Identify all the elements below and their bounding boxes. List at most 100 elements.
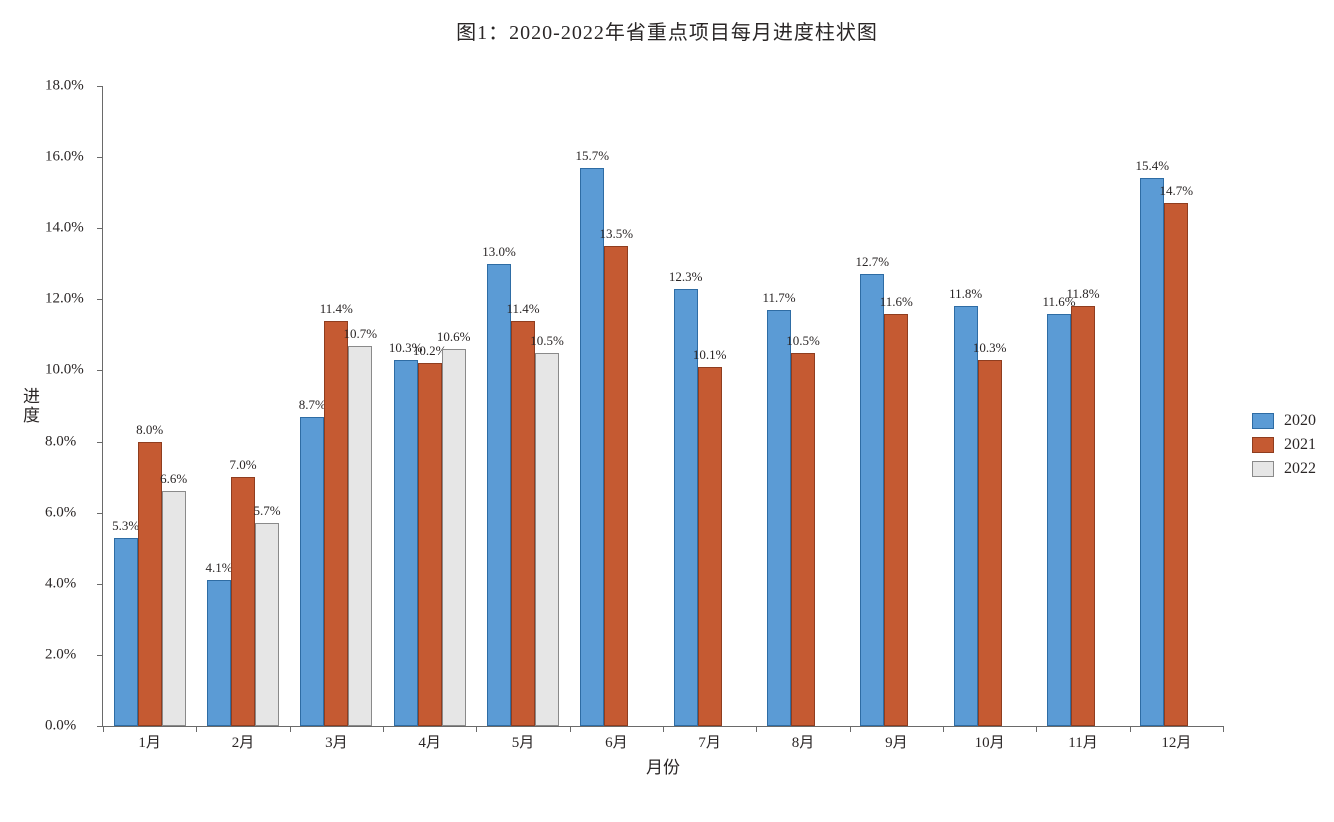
bar-2022-3月 bbox=[348, 346, 372, 726]
y-tick-label: 0.0% bbox=[45, 718, 76, 735]
x-tick bbox=[570, 726, 571, 732]
bar-2021-3月 bbox=[324, 321, 348, 726]
bar-label: 11.6% bbox=[880, 294, 913, 310]
y-tick bbox=[97, 228, 103, 229]
x-tick-label: 5月 bbox=[512, 731, 535, 752]
bar-label: 10.3% bbox=[973, 340, 1007, 356]
bar-label: 10.6% bbox=[437, 329, 471, 345]
bar-label: 11.7% bbox=[762, 290, 795, 306]
bar-2021-8月 bbox=[791, 353, 815, 726]
plot-area: 月份 进度 0.0%2.0%4.0%6.0%8.0%10.0%12.0%14.0… bbox=[102, 86, 1223, 727]
x-tick bbox=[756, 726, 757, 732]
x-tick-label: 8月 bbox=[792, 731, 815, 752]
bar-2020-11月 bbox=[1047, 314, 1071, 726]
bar-2020-2月 bbox=[207, 580, 231, 726]
x-tick bbox=[850, 726, 851, 732]
y-tick-label: 8.0% bbox=[45, 433, 76, 450]
x-tick bbox=[290, 726, 291, 732]
x-axis-title: 月份 bbox=[646, 753, 680, 778]
bar-2021-11月 bbox=[1071, 306, 1095, 726]
bar-2020-10月 bbox=[954, 306, 978, 726]
legend-item-2020: 2020 bbox=[1252, 412, 1316, 430]
y-tick bbox=[97, 86, 103, 87]
y-tick bbox=[97, 442, 103, 443]
bar-label: 8.7% bbox=[299, 397, 326, 413]
bar-label: 15.7% bbox=[576, 148, 610, 164]
bar-label: 8.0% bbox=[136, 422, 163, 438]
bar-2021-10月 bbox=[978, 360, 1002, 726]
legend-swatch bbox=[1252, 461, 1274, 477]
bar-2022-4月 bbox=[442, 349, 466, 726]
x-tick-label: 6月 bbox=[605, 731, 628, 752]
x-tick bbox=[196, 726, 197, 732]
y-tick-label: 4.0% bbox=[45, 575, 76, 592]
bar-label: 13.5% bbox=[600, 226, 634, 242]
bar-label: 5.7% bbox=[253, 503, 280, 519]
bar-2020-1月 bbox=[114, 538, 138, 726]
x-tick bbox=[663, 726, 664, 732]
bar-label: 10.7% bbox=[344, 326, 378, 342]
y-tick bbox=[97, 157, 103, 158]
bar-2022-1月 bbox=[162, 491, 186, 726]
x-tick bbox=[1036, 726, 1037, 732]
x-tick-label: 12月 bbox=[1161, 731, 1191, 752]
x-tick-label: 3月 bbox=[325, 731, 348, 752]
y-tick bbox=[97, 513, 103, 514]
bar-label: 11.8% bbox=[949, 286, 982, 302]
x-tick bbox=[1223, 726, 1224, 732]
y-tick-label: 12.0% bbox=[45, 291, 84, 308]
bar-label: 11.4% bbox=[320, 301, 353, 317]
legend: 2020 2021 2022 bbox=[1252, 406, 1316, 484]
x-tick-label: 1月 bbox=[138, 731, 161, 752]
y-tick-label: 2.0% bbox=[45, 646, 76, 663]
x-tick bbox=[943, 726, 944, 732]
bar-2021-12月 bbox=[1164, 203, 1188, 726]
bar-label: 7.0% bbox=[229, 457, 256, 473]
bar-2020-5月 bbox=[487, 264, 511, 726]
x-tick-label: 7月 bbox=[698, 731, 721, 752]
legend-swatch bbox=[1252, 413, 1274, 429]
y-tick-label: 18.0% bbox=[45, 78, 84, 95]
bar-2021-7月 bbox=[698, 367, 722, 726]
bar-label: 15.4% bbox=[1136, 158, 1170, 174]
x-tick-label: 4月 bbox=[418, 731, 441, 752]
bar-2021-5月 bbox=[511, 321, 535, 726]
legend-item-2021: 2021 bbox=[1252, 436, 1316, 454]
bar-2022-2月 bbox=[255, 523, 279, 726]
bar-label: 12.3% bbox=[669, 269, 703, 285]
y-axis-title: 进度 bbox=[17, 387, 42, 425]
bar-2020-6月 bbox=[580, 168, 604, 726]
legend-label: 2020 bbox=[1284, 412, 1316, 430]
y-tick-label: 14.0% bbox=[45, 220, 84, 237]
x-tick-label: 10月 bbox=[975, 731, 1005, 752]
legend-item-2022: 2022 bbox=[1252, 460, 1316, 478]
bar-label: 11.8% bbox=[1066, 286, 1099, 302]
chart-title: 图1：2020-2022年省重点项目每月进度柱状图 bbox=[0, 16, 1334, 45]
bar-2022-5月 bbox=[535, 353, 559, 726]
bar-2021-4月 bbox=[418, 363, 442, 726]
bar-2020-9月 bbox=[860, 274, 884, 726]
bar-2021-1月 bbox=[138, 442, 162, 726]
bar-label: 12.7% bbox=[856, 254, 890, 270]
bar-label: 4.1% bbox=[205, 560, 232, 576]
x-tick-label: 11月 bbox=[1068, 731, 1097, 752]
y-tick-label: 10.0% bbox=[45, 362, 84, 379]
chart-root: 图1：2020-2022年省重点项目每月进度柱状图 月份 进度 0.0%2.0%… bbox=[0, 0, 1334, 822]
bar-label: 6.6% bbox=[160, 471, 187, 487]
x-tick-label: 2月 bbox=[232, 731, 255, 752]
x-tick-label: 9月 bbox=[885, 731, 908, 752]
bar-2020-8月 bbox=[767, 310, 791, 726]
bar-2021-6月 bbox=[604, 246, 628, 726]
bar-2020-4月 bbox=[394, 360, 418, 726]
bar-label: 11.4% bbox=[506, 301, 539, 317]
x-tick bbox=[103, 726, 104, 732]
x-tick bbox=[1130, 726, 1131, 732]
bar-2021-2月 bbox=[231, 477, 255, 726]
bar-label: 10.1% bbox=[693, 347, 727, 363]
bar-label: 13.0% bbox=[482, 244, 516, 260]
bar-label: 10.5% bbox=[530, 333, 564, 349]
x-tick bbox=[383, 726, 384, 732]
legend-swatch bbox=[1252, 437, 1274, 453]
y-tick-label: 6.0% bbox=[45, 504, 76, 521]
bar-2021-9月 bbox=[884, 314, 908, 726]
